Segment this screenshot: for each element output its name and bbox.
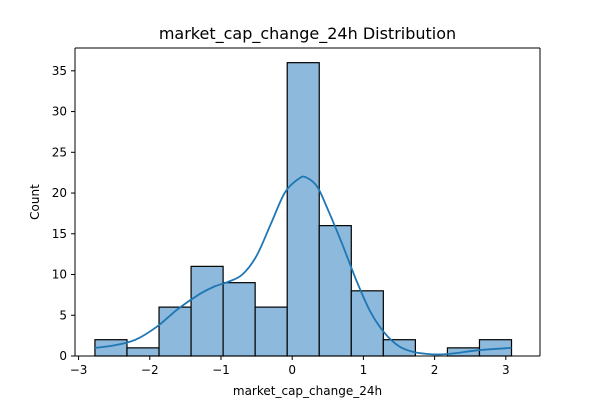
axes-frame (74, 47, 541, 357)
y-tick-label: 10 (52, 268, 67, 282)
histogram-bar-9 (382, 339, 416, 357)
y-tick-label: 20 (52, 186, 67, 200)
histogram-bar-5 (254, 306, 288, 357)
y-tick-label: 15 (52, 227, 67, 241)
y-tick-label: 0 (59, 349, 67, 363)
x-tick-label: −1 (212, 363, 230, 377)
histogram-bar-1 (126, 347, 160, 357)
x-axis-label: market_cap_change_24h (233, 384, 382, 398)
y-tick-label: 35 (52, 64, 67, 78)
x-tick-label: −3 (70, 363, 88, 377)
y-tick-label: 5 (59, 308, 67, 322)
histogram-bar-3 (190, 265, 224, 357)
x-tick-label: 3 (502, 363, 510, 377)
histogram-bar-8 (350, 290, 384, 357)
chart-title: market_cap_change_24h Distribution (159, 24, 456, 44)
y-tick-label: 30 (52, 105, 67, 119)
histogram-bar-2 (158, 306, 192, 357)
x-tick-label: 1 (360, 363, 368, 377)
y-axis-label: Count (28, 184, 42, 220)
histogram-bar-6 (286, 62, 320, 357)
x-tick-label: 0 (288, 363, 296, 377)
x-tick-label: 2 (431, 363, 439, 377)
x-tick-label: −2 (141, 363, 159, 377)
kde-curve (94, 175, 512, 356)
histogram-bar-7 (318, 225, 352, 357)
x-axis-ticks: −3 −2 −1 0 1 2 3 (70, 356, 510, 377)
histogram-bar-4 (222, 282, 256, 357)
y-tick-label: 25 (52, 145, 67, 159)
histogram-bars (94, 62, 513, 357)
y-axis-ticks: 0 5 10 15 20 25 30 35 (52, 64, 75, 363)
